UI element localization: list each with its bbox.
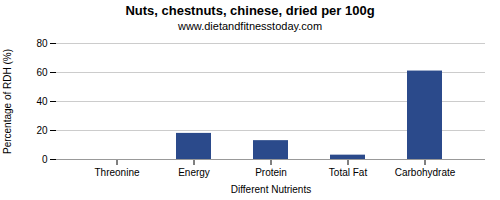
svg-text:Carbohydrate: Carbohydrate [395,167,456,178]
svg-text:40: 40 [36,96,48,107]
svg-text:Percentage of RDH (%): Percentage of RDH (%) [2,49,13,154]
html-text:Nuts, chestnuts, chinese, drie: Nuts, chestnuts, chinese, dried per 100g [125,3,375,18]
svg-text:Protein: Protein [255,167,287,178]
svg-text:20: 20 [36,125,48,136]
svg-text:Energy: Energy [178,167,210,178]
svg-text:80: 80 [36,38,48,49]
svg-text:0: 0 [42,154,48,165]
svg-text:60: 60 [36,67,48,78]
svg-text:Different Nutrients: Different Nutrients [231,184,311,195]
html-text:www.dietandfitnesstoday.com: www.dietandfitnesstoday.com [178,20,322,32]
svg-text:Threonine: Threonine [94,167,139,178]
svg-text:Total Fat: Total Fat [329,167,368,178]
